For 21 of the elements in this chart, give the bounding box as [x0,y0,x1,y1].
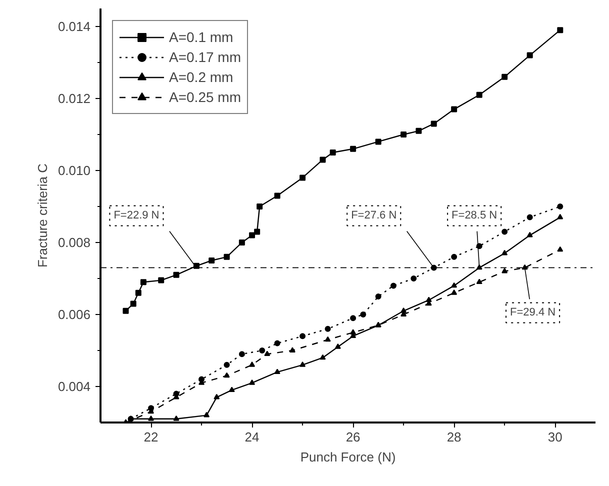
y-tick-label: 0.006 [58,307,91,322]
annotation: F=28.5 N [452,210,498,222]
x-tick-label: 24 [244,430,260,444]
x-tick-label: 26 [346,430,360,444]
y-axis-title: Fracture criteria C [34,163,50,268]
legend-label: A=0.1 mm [169,28,234,46]
annotation: F=29.4 N [510,306,556,319]
y-tick-label: 0.014 [58,19,91,34]
annotation: F=27.6 N [351,210,397,222]
y-tick-label: 0.010 [58,163,91,178]
legend-label: A=0.17 mm [169,48,241,66]
x-tick-label: 28 [446,430,462,444]
x-tick-label: 22 [144,430,158,444]
y-tick-label: 0.008 [58,235,91,250]
x-tick-label: 30 [548,430,562,444]
legend-label: A=0.2 mm [169,68,234,86]
x-axis-title: Punch Force (N) [300,450,396,464]
y-tick-label: 0.012 [58,91,91,106]
annotation: F=22.9 N [114,210,160,222]
legend-label: A=0.25 mm [169,88,241,106]
y-tick-label: 0.004 [58,379,91,394]
